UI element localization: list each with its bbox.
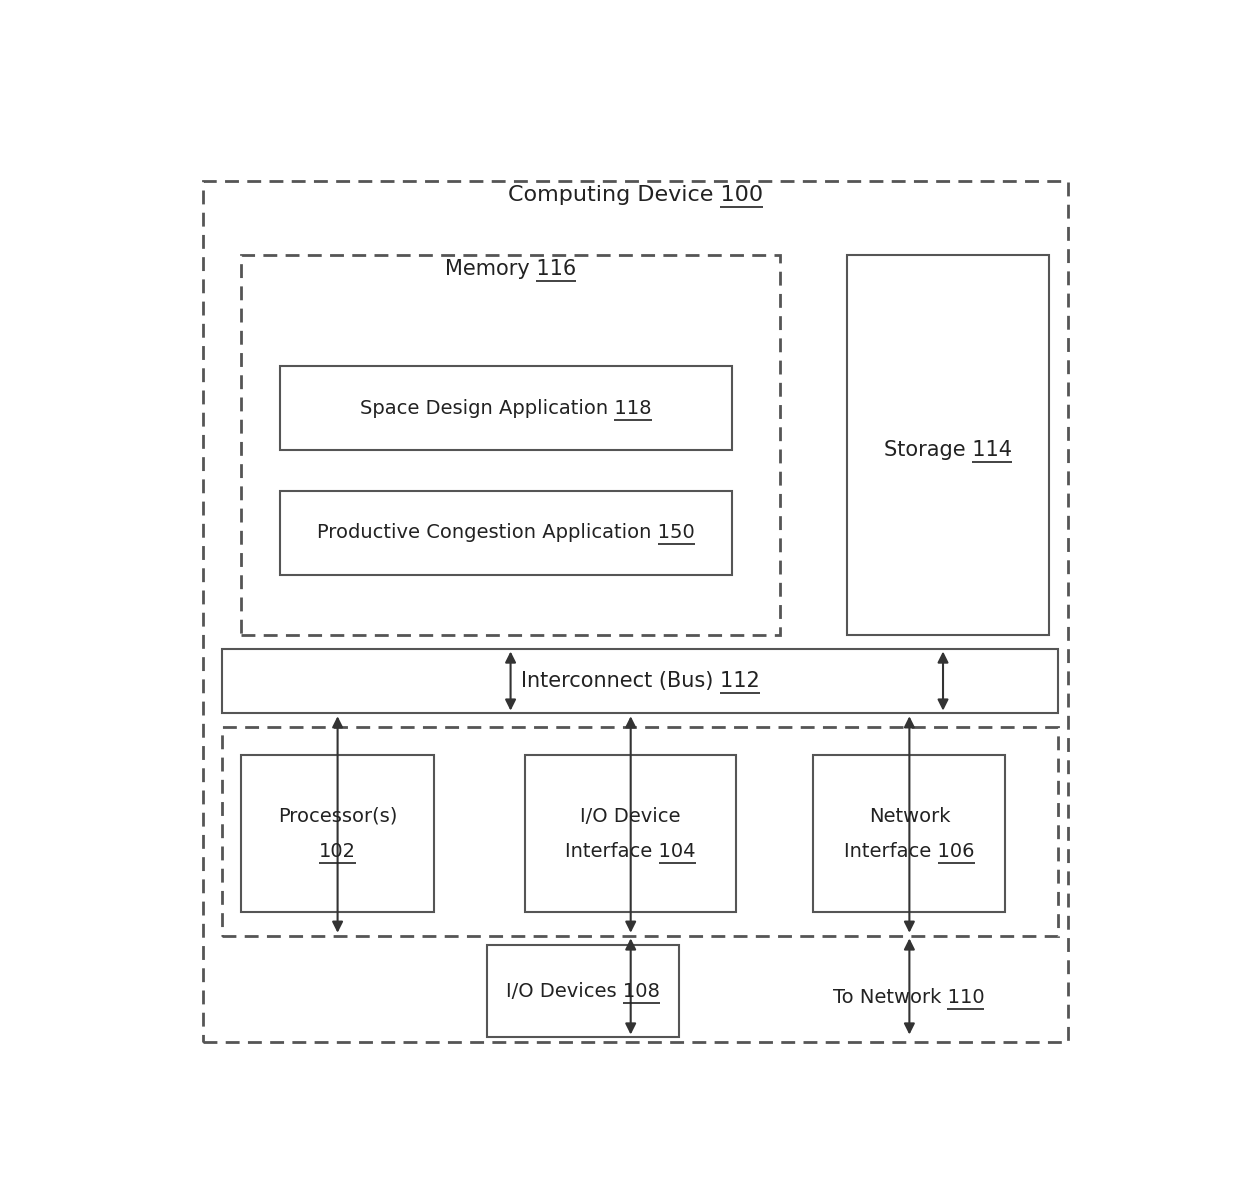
FancyBboxPatch shape [847, 255, 1049, 635]
Text: Network: Network [869, 807, 950, 826]
FancyBboxPatch shape [280, 492, 732, 575]
Text: Interface 104: Interface 104 [565, 841, 696, 861]
Text: Interface 106: Interface 106 [844, 841, 975, 861]
FancyBboxPatch shape [525, 755, 737, 912]
Text: Processor(s): Processor(s) [278, 807, 397, 826]
Text: 102: 102 [319, 841, 356, 861]
Text: Computing Device 100: Computing Device 100 [508, 185, 763, 206]
Text: To Network 110: To Network 110 [832, 988, 985, 1007]
Text: Productive Congestion Application 150: Productive Congestion Application 150 [317, 523, 694, 542]
FancyBboxPatch shape [222, 727, 1058, 935]
FancyBboxPatch shape [813, 755, 1006, 912]
FancyBboxPatch shape [222, 649, 1058, 714]
Text: Memory 116: Memory 116 [445, 260, 577, 279]
FancyBboxPatch shape [242, 755, 434, 912]
FancyBboxPatch shape [242, 255, 780, 635]
Text: I/O Devices 108: I/O Devices 108 [506, 982, 660, 1000]
Text: Interconnect (Bus) 112: Interconnect (Bus) 112 [521, 671, 760, 691]
FancyBboxPatch shape [280, 367, 732, 450]
Text: Storage 114: Storage 114 [884, 440, 1012, 459]
Text: I/O Device: I/O Device [580, 807, 681, 826]
Text: Space Design Application 118: Space Design Application 118 [360, 399, 651, 417]
FancyBboxPatch shape [486, 945, 678, 1037]
FancyBboxPatch shape [203, 182, 1068, 1042]
